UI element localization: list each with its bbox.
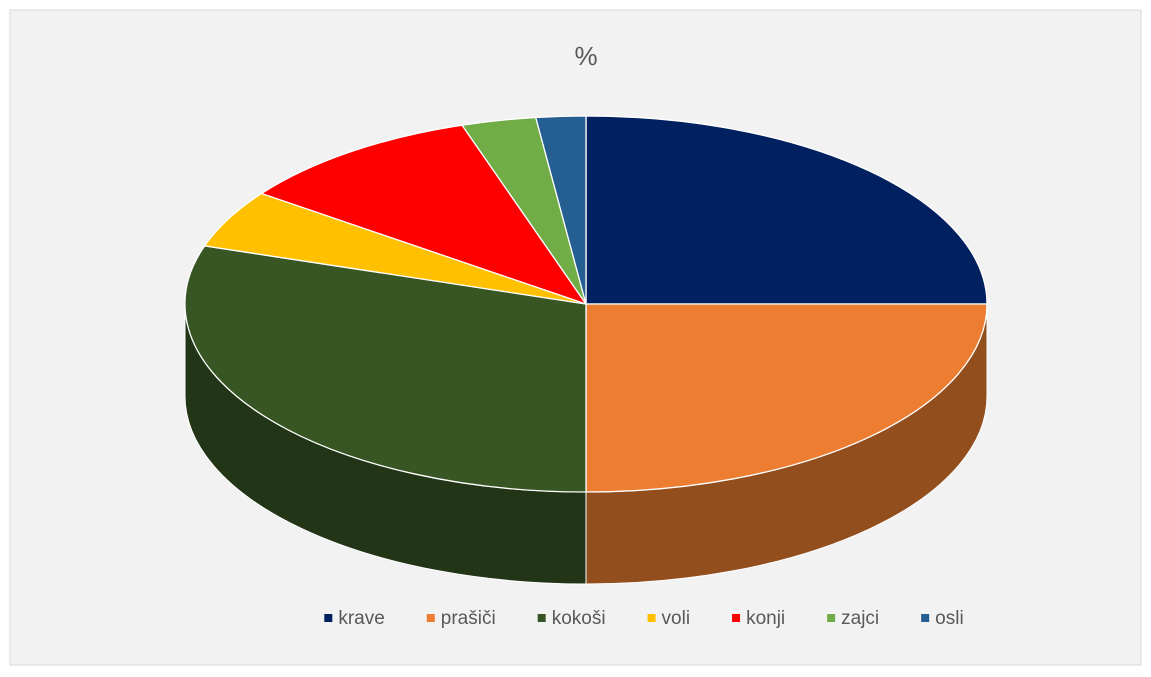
slice — [184, 245, 587, 493]
legend-swatch — [732, 614, 741, 622]
legend-label: voli — [662, 608, 691, 629]
legend-label: krave — [338, 608, 384, 629]
slice — [585, 115, 988, 305]
chart-title: % — [574, 41, 597, 71]
legend-swatch — [426, 614, 435, 622]
legend-label: zajci — [841, 608, 879, 629]
legend-swatch — [647, 614, 656, 622]
legend-label: kokoši — [552, 608, 606, 629]
legend-swatch — [324, 614, 333, 622]
legend-swatch — [921, 614, 930, 622]
legend-label: osli — [935, 608, 964, 629]
slice — [260, 124, 588, 306]
slice — [585, 303, 988, 493]
legend-label: konji — [746, 608, 785, 629]
legend: krave prašiči kokoši voli konji zajci osli — [324, 608, 964, 629]
legend-label: prašiči — [441, 608, 496, 629]
slice — [534, 115, 587, 305]
legend-swatch — [537, 614, 546, 622]
legend-swatch — [827, 614, 836, 622]
